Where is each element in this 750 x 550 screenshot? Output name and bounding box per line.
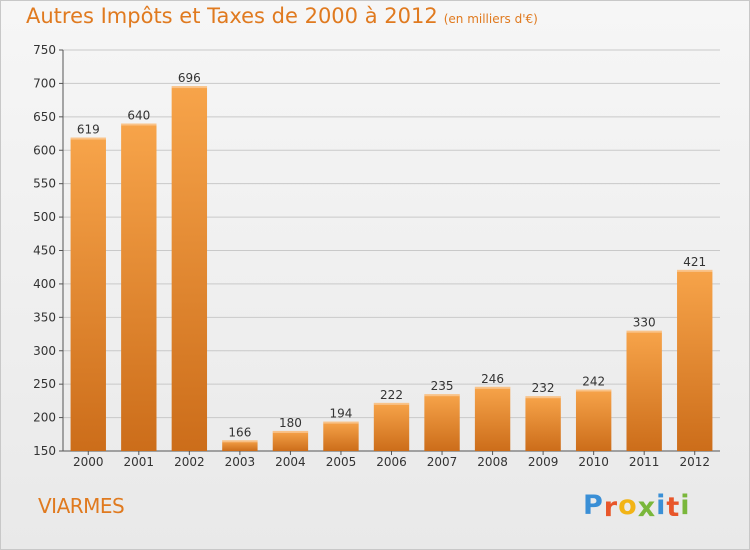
bar-2004 bbox=[272, 430, 309, 451]
y-tick-label: 150 bbox=[33, 444, 56, 458]
y-tick-label: 400 bbox=[33, 277, 56, 291]
data-label-2001: 640 bbox=[127, 109, 150, 123]
data-label-2003: 166 bbox=[228, 425, 251, 439]
x-tick-label: 2010 bbox=[578, 455, 609, 469]
bar-highlight bbox=[121, 123, 157, 126]
bar-highlight bbox=[373, 402, 410, 405]
x-tick-label: 2007 bbox=[427, 455, 458, 469]
logo-letter: t bbox=[666, 492, 681, 523]
y-tick-label: 550 bbox=[33, 177, 56, 191]
data-label-2004: 180 bbox=[279, 416, 302, 430]
data-label-2000: 619 bbox=[77, 123, 100, 137]
y-tick-label: 300 bbox=[33, 344, 56, 358]
bar-2005 bbox=[323, 421, 359, 451]
logo-letter: r bbox=[603, 492, 619, 523]
commune-name: VIARMES bbox=[38, 494, 125, 518]
bar-2007 bbox=[424, 394, 460, 451]
x-tick-label: 2006 bbox=[376, 455, 407, 469]
bar-highlight bbox=[272, 430, 309, 433]
chart-title: Autres Impôts et Taxes de 2000 à 2012 (en… bbox=[26, 4, 538, 28]
y-tick-label: 450 bbox=[33, 244, 56, 258]
proxiti-logo[interactable]: Proxiti bbox=[583, 490, 691, 523]
x-tick-label: 2012 bbox=[679, 455, 710, 469]
bar-2006 bbox=[373, 402, 410, 451]
x-tick-label: 2008 bbox=[477, 455, 508, 469]
x-tick-label: 2011 bbox=[629, 455, 660, 469]
logo-letter: i bbox=[656, 490, 667, 521]
bar-highlight bbox=[474, 386, 511, 389]
data-label-2006: 222 bbox=[380, 388, 403, 402]
bar-2011 bbox=[626, 330, 662, 451]
y-tick-label: 250 bbox=[33, 377, 56, 391]
bar-highlight bbox=[171, 86, 208, 89]
bar-2012 bbox=[677, 269, 713, 451]
data-labels: 619 640 696 166 180 194 222 235 246 232 242 330 421 bbox=[77, 71, 706, 439]
bar-2002 bbox=[171, 86, 208, 451]
data-label-2011: 330 bbox=[633, 316, 656, 330]
bar-2003 bbox=[222, 440, 258, 451]
y-tick-label: 650 bbox=[33, 110, 56, 124]
x-tick-label: 2002 bbox=[174, 455, 205, 469]
y-tick-labels: 150 200 250 300 350 400 450 500 550 600 650 700 750 bbox=[33, 43, 63, 458]
x-tick-label: 2005 bbox=[326, 455, 357, 469]
x-tick-label: 2003 bbox=[225, 455, 256, 469]
data-label-2005: 194 bbox=[330, 407, 353, 421]
bar-highlight bbox=[424, 394, 460, 397]
data-label-2012: 421 bbox=[683, 255, 706, 269]
bar-2000 bbox=[70, 137, 106, 451]
bar-highlight bbox=[323, 421, 359, 424]
bar-highlight bbox=[677, 269, 713, 272]
x-tick-label: 2004 bbox=[275, 455, 306, 469]
x-tick-label: 2000 bbox=[73, 455, 104, 469]
chart-unit: (en milliers d'€) bbox=[443, 12, 538, 26]
data-label-2009: 232 bbox=[532, 381, 555, 395]
logo-letter: i bbox=[680, 490, 691, 521]
bar-highlight bbox=[70, 137, 106, 140]
y-tick-label: 200 bbox=[33, 411, 56, 425]
bar-highlight bbox=[222, 440, 258, 443]
logo-letter: P bbox=[583, 490, 604, 521]
bars bbox=[70, 86, 713, 452]
x-tick-label: 2001 bbox=[124, 455, 155, 469]
logo-letter: o bbox=[618, 490, 638, 521]
bar-2010 bbox=[575, 389, 612, 451]
data-label-2002: 696 bbox=[178, 71, 201, 85]
y-tick-label: 600 bbox=[33, 143, 56, 157]
y-tick-label: 700 bbox=[33, 76, 56, 90]
data-label-2010: 242 bbox=[582, 375, 605, 389]
y-tick-label: 750 bbox=[33, 43, 56, 57]
chart-title-text: Autres Impôts et Taxes de 2000 à 2012 bbox=[26, 4, 438, 28]
bar-2008 bbox=[474, 386, 511, 451]
logo-letter: x bbox=[637, 492, 657, 523]
bar-2009 bbox=[525, 396, 561, 451]
data-label-2008: 246 bbox=[481, 372, 504, 386]
x-tick-label: 2009 bbox=[528, 455, 559, 469]
bar-highlight bbox=[525, 396, 561, 399]
y-tick-label: 350 bbox=[33, 310, 56, 324]
bar-highlight bbox=[626, 330, 662, 333]
bar-highlight bbox=[575, 389, 612, 392]
y-tick-label: 500 bbox=[33, 210, 56, 224]
bar-2001 bbox=[121, 123, 157, 452]
data-label-2007: 235 bbox=[431, 379, 454, 393]
x-tick-labels: 2000 2001 2002 2003 2004 2005 2006 2007 2008 2009… bbox=[73, 451, 710, 469]
